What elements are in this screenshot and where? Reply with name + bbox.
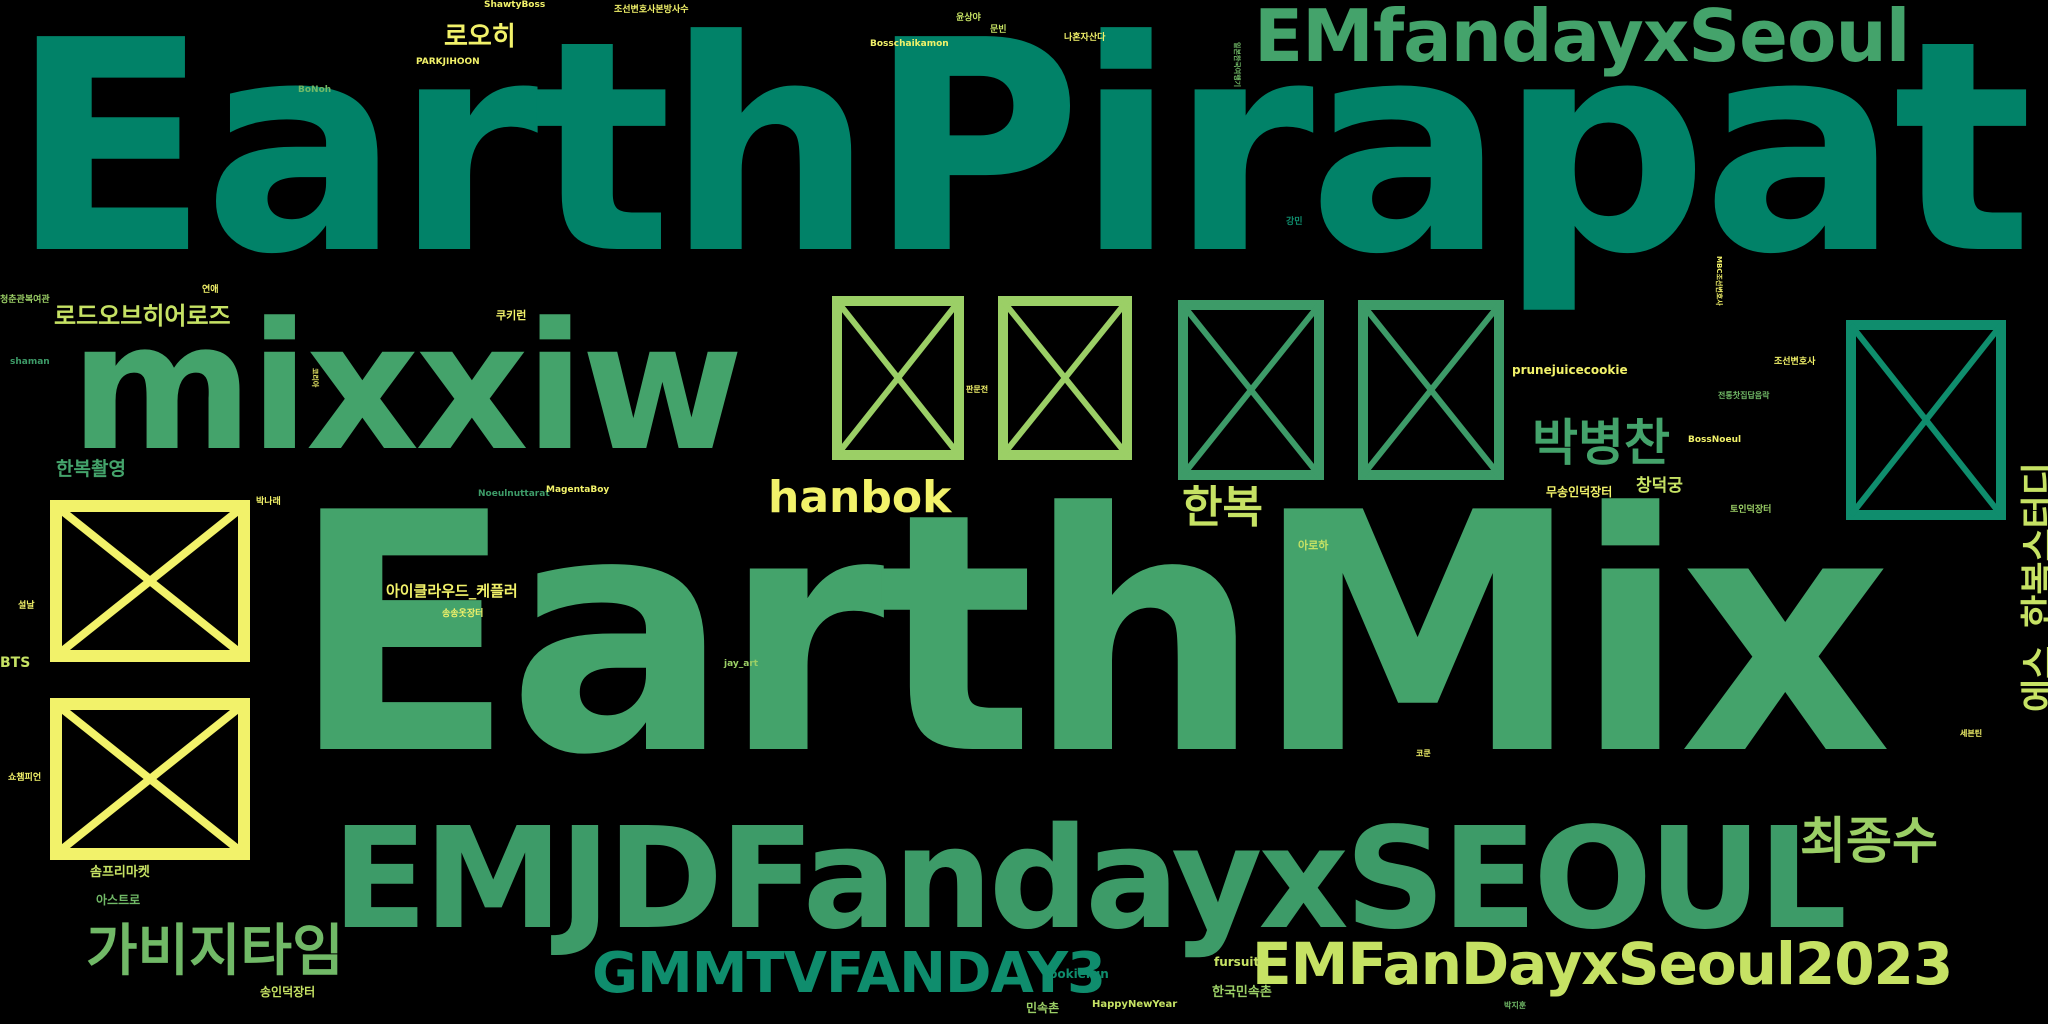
word-noeulnuttarat: Noeulnuttarat bbox=[478, 489, 550, 499]
word-aroha: 아로하 bbox=[1298, 539, 1329, 552]
word-shawtyboss: ShawtyBoss bbox=[484, 0, 546, 10]
word-earthpirapat: EarthPirapat bbox=[10, 0, 2033, 318]
missing-glyph-icon bbox=[1846, 320, 2006, 520]
word-emfandayxseoul: EMfandayxSeoul bbox=[1254, 0, 1910, 78]
word-shaman: shaman bbox=[10, 357, 50, 367]
word-emfandayxseoul2023: EMFanDayxSeoul2023 bbox=[1252, 930, 1953, 998]
word-nahonjasanda: 나혼자산다 bbox=[1064, 33, 1106, 43]
word-bonoh: BoNoh bbox=[298, 85, 332, 95]
word-seolnal: 설날 bbox=[18, 601, 35, 611]
word-cookierun: cookierun bbox=[1042, 967, 1109, 981]
word-hanbok-ko: 한복 bbox=[1182, 482, 1263, 533]
word-hanbok: hanbok bbox=[768, 472, 952, 523]
word-prunejuicecookie: prunejuicecookie bbox=[1512, 363, 1628, 377]
word-traditional-tea: 전통찻집답음락 bbox=[1718, 391, 1770, 400]
word-parkjiho: 박지훈 bbox=[1504, 1001, 1527, 1010]
word-bangnare: 박나래 bbox=[256, 497, 281, 507]
word-mbc-joseon: MBC조선변호사 bbox=[1715, 256, 1723, 306]
missing-glyph-icon bbox=[1178, 300, 1324, 480]
word-joseon-lawyer: 조선변호사 bbox=[1774, 357, 1816, 367]
word-song-flea: 솜프리마켓 bbox=[90, 865, 150, 880]
word-magentaboy: MagentaBoy bbox=[546, 485, 610, 495]
word-mixxiw: mixxiw bbox=[70, 285, 744, 490]
word-happynewyear: HappyNewYear bbox=[1092, 999, 1178, 1010]
word-hanbok-photo: 한복촬영 bbox=[56, 458, 126, 480]
word-joseon-lawyer-secret: 조선변호사본방사수 bbox=[614, 5, 689, 15]
word-changdeokgung: 창덕궁 bbox=[1636, 476, 1683, 496]
word-choijongsu: 최종수 bbox=[1800, 812, 1938, 870]
word-parkjihoon: PARKJIHOON bbox=[416, 57, 480, 67]
word-eunsangya: 윤상야 bbox=[956, 13, 981, 23]
word-gabijitaim: 가비지타임 bbox=[86, 919, 344, 984]
word-bts: BTS bbox=[0, 655, 31, 671]
word-loadofheroes: 로드오브히어로즈 bbox=[54, 302, 231, 330]
word-sebinin: 세븐틴 bbox=[1960, 729, 1983, 738]
word-korean-folk: 한국민속촌 bbox=[1212, 985, 1272, 1000]
word-icloud-kepler: 아이클라우드_케플러 bbox=[386, 582, 518, 600]
word-bossnoeul: BossNoeul bbox=[1688, 435, 1742, 445]
word-songin-market: 송인덕장터 bbox=[260, 985, 316, 999]
word-gmmtvfanday3: GMMTVFANDAY3 bbox=[592, 941, 1106, 1006]
word-emjdfandayxseoul: EMJDFandayxSEOUL bbox=[332, 798, 1847, 961]
word-songsong-market: 송송옷장터 bbox=[442, 609, 484, 619]
missing-glyph-icon bbox=[50, 698, 250, 860]
word-gangmin: 강민 bbox=[1286, 217, 1303, 227]
missing-glyph-icon bbox=[832, 296, 964, 460]
word-yeonae: 연애 bbox=[202, 285, 219, 295]
missing-glyph-icon bbox=[50, 500, 250, 662]
word-munbin: 문빈 bbox=[990, 25, 1007, 35]
word-toin-market: 토인덕장터 bbox=[1730, 505, 1772, 515]
word-bosschaikamon: Bosschaikamon bbox=[870, 39, 949, 49]
missing-glyph-icon bbox=[998, 296, 1132, 460]
word-cookie-run-ko: 쿠키런 bbox=[496, 309, 527, 322]
word-es-hanbokstudy: 에스_한복스터디 bbox=[2019, 462, 2048, 712]
word-ganggeon: 판문전 bbox=[966, 385, 989, 394]
word-koreaknow: 코리아 bbox=[311, 368, 319, 388]
word-showpiece: 쇼챔피언 bbox=[8, 773, 42, 783]
word-chungchun: 청춘관복여관 bbox=[0, 295, 50, 305]
word-rohi: 로오히 bbox=[444, 22, 516, 52]
word-astro: 아스트로 bbox=[96, 893, 141, 907]
word-earthmix: EarthMix bbox=[290, 443, 1892, 827]
word-fursuit: fursuit bbox=[1214, 955, 1260, 969]
word-kokon: 코쿤 bbox=[1416, 749, 1431, 758]
missing-glyph-icon bbox=[1358, 300, 1504, 480]
word-jay-art: jay_art bbox=[724, 659, 759, 669]
word-musoin-market: 무송인덕장터 bbox=[1546, 485, 1613, 499]
word-minsokchon: 민속촌 bbox=[1026, 1001, 1060, 1015]
word-vertical-small: 일본한국여행기 bbox=[1233, 42, 1241, 88]
word-parkbyeongchan: 박병찬 bbox=[1532, 414, 1670, 472]
